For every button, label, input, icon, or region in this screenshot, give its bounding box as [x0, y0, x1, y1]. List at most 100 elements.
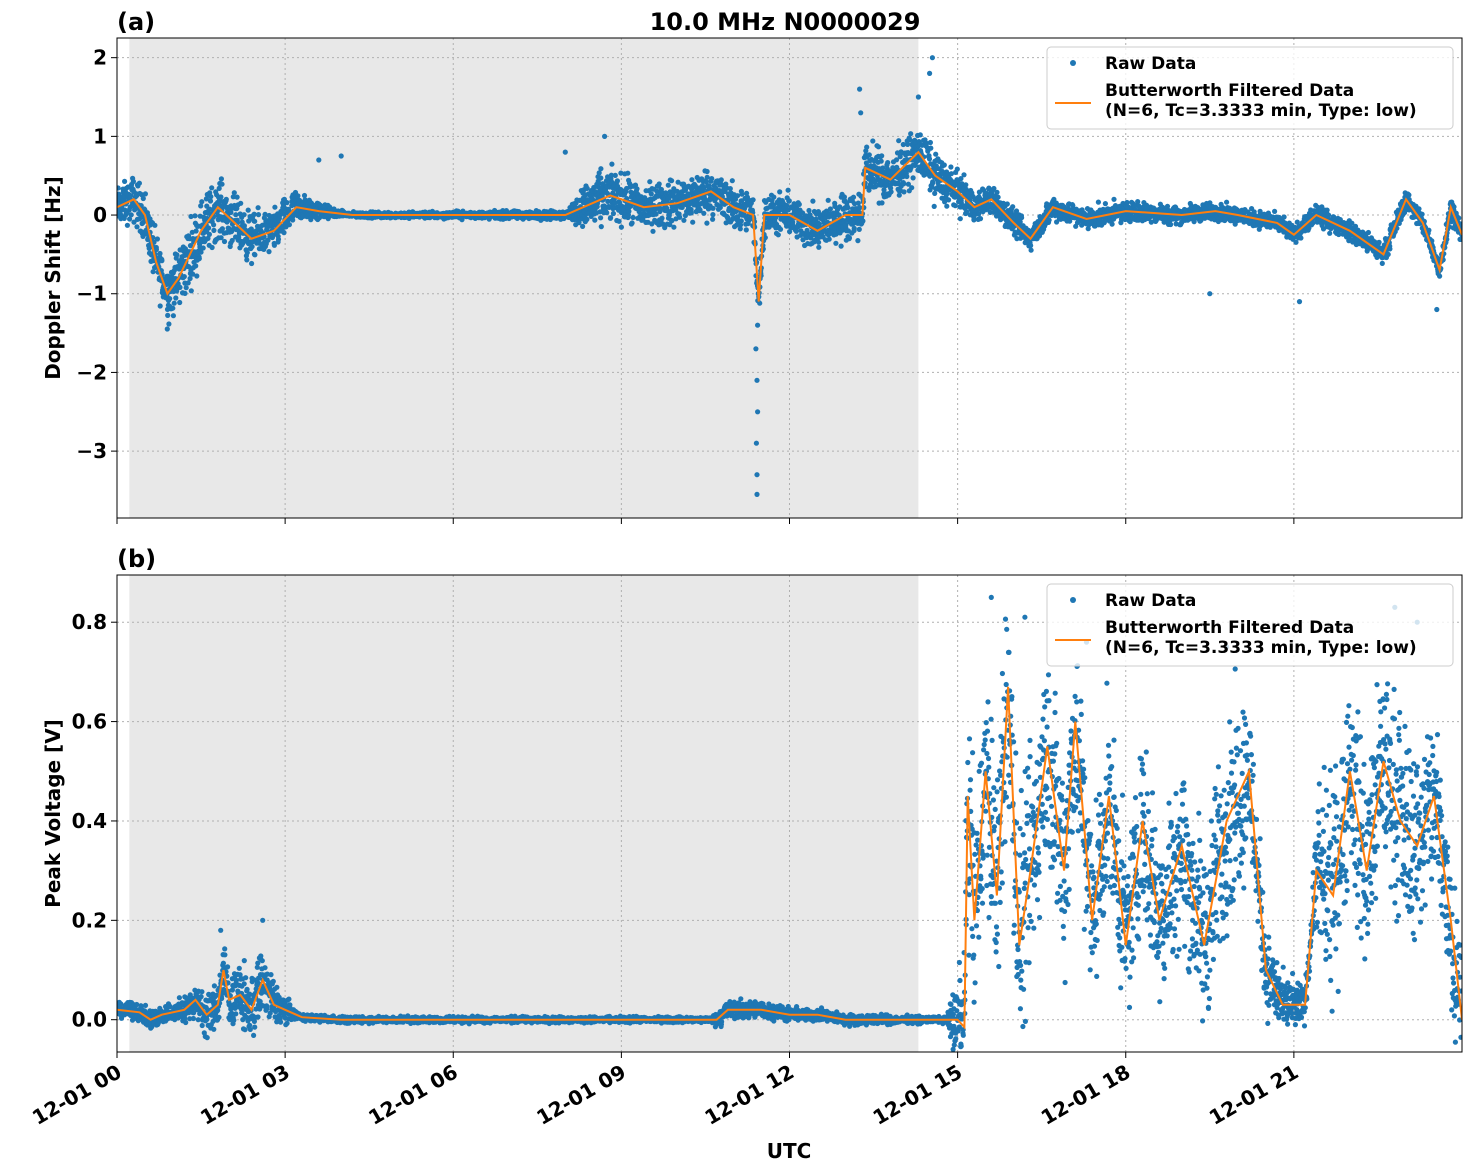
raw-data-point [846, 235, 853, 241]
raw-data-point [146, 245, 152, 251]
raw-data-point [750, 197, 756, 203]
raw-data-point [186, 264, 192, 270]
raw-data-point [205, 235, 211, 241]
raw-data-point [796, 201, 802, 207]
raw-data-point [697, 207, 703, 213]
raw-data-point [961, 172, 967, 178]
raw-data-point [244, 257, 250, 263]
raw-data-point [177, 299, 183, 306]
raw-data-point [976, 211, 982, 217]
raw-data-point [762, 235, 768, 241]
raw-data-point [1387, 246, 1393, 252]
raw-data-point [793, 228, 799, 234]
raw-data-point [927, 173, 933, 179]
raw-data-point [893, 157, 900, 163]
raw-data-point [816, 244, 822, 250]
raw-data-point [157, 250, 163, 257]
raw-data-point [880, 165, 886, 171]
raw-data-point [245, 207, 251, 213]
raw-data-point [207, 206, 213, 212]
raw-data-point [616, 218, 622, 224]
raw-data-point [957, 216, 963, 222]
raw-data-point [1070, 203, 1076, 209]
raw-data-point [165, 312, 171, 318]
raw-data-point [845, 205, 851, 211]
raw-data-point [618, 170, 624, 176]
raw-data-point [166, 321, 172, 327]
raw-data-point [181, 274, 187, 280]
raw-data-point [255, 212, 262, 218]
raw-data-point [173, 295, 179, 301]
raw-data-point [124, 222, 130, 228]
raw-data-point [690, 219, 696, 225]
raw-data-point [1004, 201, 1010, 207]
raw-data-point [647, 179, 653, 185]
raw-data-point [777, 226, 784, 232]
raw-data-point [199, 199, 205, 205]
raw-data-point [610, 210, 617, 217]
raw-data-point [905, 181, 912, 187]
raw-data-point [995, 194, 1001, 200]
raw-data-point [284, 200, 290, 206]
raw-data-point [608, 215, 614, 221]
raw-data-point [612, 172, 618, 178]
raw-data-point [252, 252, 258, 258]
raw-data-point [1135, 199, 1141, 205]
raw-data-point [710, 212, 716, 218]
raw-data-point [666, 195, 672, 201]
raw-data-point [597, 209, 603, 215]
raw-data-point [806, 207, 812, 214]
raw-data-point [870, 138, 876, 144]
raw-data-point [910, 175, 916, 181]
raw-data-point [826, 236, 832, 242]
raw-data-point [896, 192, 902, 198]
raw-data-point [701, 185, 707, 191]
raw-data-point [136, 180, 142, 186]
raw-data-point [737, 222, 744, 228]
raw-data-point [246, 218, 252, 224]
raw-data-point [196, 256, 202, 262]
raw-data-point [609, 161, 615, 167]
raw-data-point [963, 182, 969, 188]
raw-data-point [1376, 239, 1382, 245]
raw-data-point [1224, 199, 1230, 205]
raw-data-point [785, 187, 791, 193]
raw-data-point [1272, 208, 1278, 214]
raw-data-point [604, 210, 610, 216]
raw-data-point [1327, 230, 1333, 236]
raw-data-point [857, 205, 863, 211]
raw-data-point [744, 190, 750, 196]
raw-data-point [626, 208, 632, 214]
raw-data-point [833, 240, 839, 246]
raw-data-point [188, 213, 194, 220]
raw-data-point [584, 216, 590, 222]
raw-data-point [598, 215, 604, 221]
raw-data-point [901, 189, 907, 195]
raw-data-point [1298, 235, 1304, 241]
raw-data-point [727, 186, 733, 192]
raw-data-point [669, 218, 675, 224]
raw-data-point [907, 137, 913, 143]
raw-data-point [701, 210, 707, 216]
raw-data-point [704, 174, 710, 180]
raw-data-point [704, 168, 710, 175]
raw-data-point [709, 176, 715, 182]
raw-data-point [710, 216, 716, 222]
raw-data-point [665, 182, 671, 188]
raw-data-point [723, 181, 729, 187]
raw-data-point [1019, 215, 1025, 221]
raw-data-point [152, 222, 158, 228]
raw-data-point [816, 239, 822, 245]
raw-data-point [271, 242, 277, 248]
raw-data-point [810, 198, 816, 204]
raw-data-point [888, 189, 894, 195]
raw-data-point [249, 244, 255, 250]
raw-data-point [800, 237, 806, 243]
raw-data-point [598, 224, 604, 230]
raw-data-point [281, 230, 287, 236]
raw-data-point [682, 212, 689, 219]
raw-data-point [878, 158, 884, 164]
raw-data-point [629, 220, 635, 226]
raw-data-point [194, 273, 200, 279]
raw-data-point [825, 197, 831, 203]
